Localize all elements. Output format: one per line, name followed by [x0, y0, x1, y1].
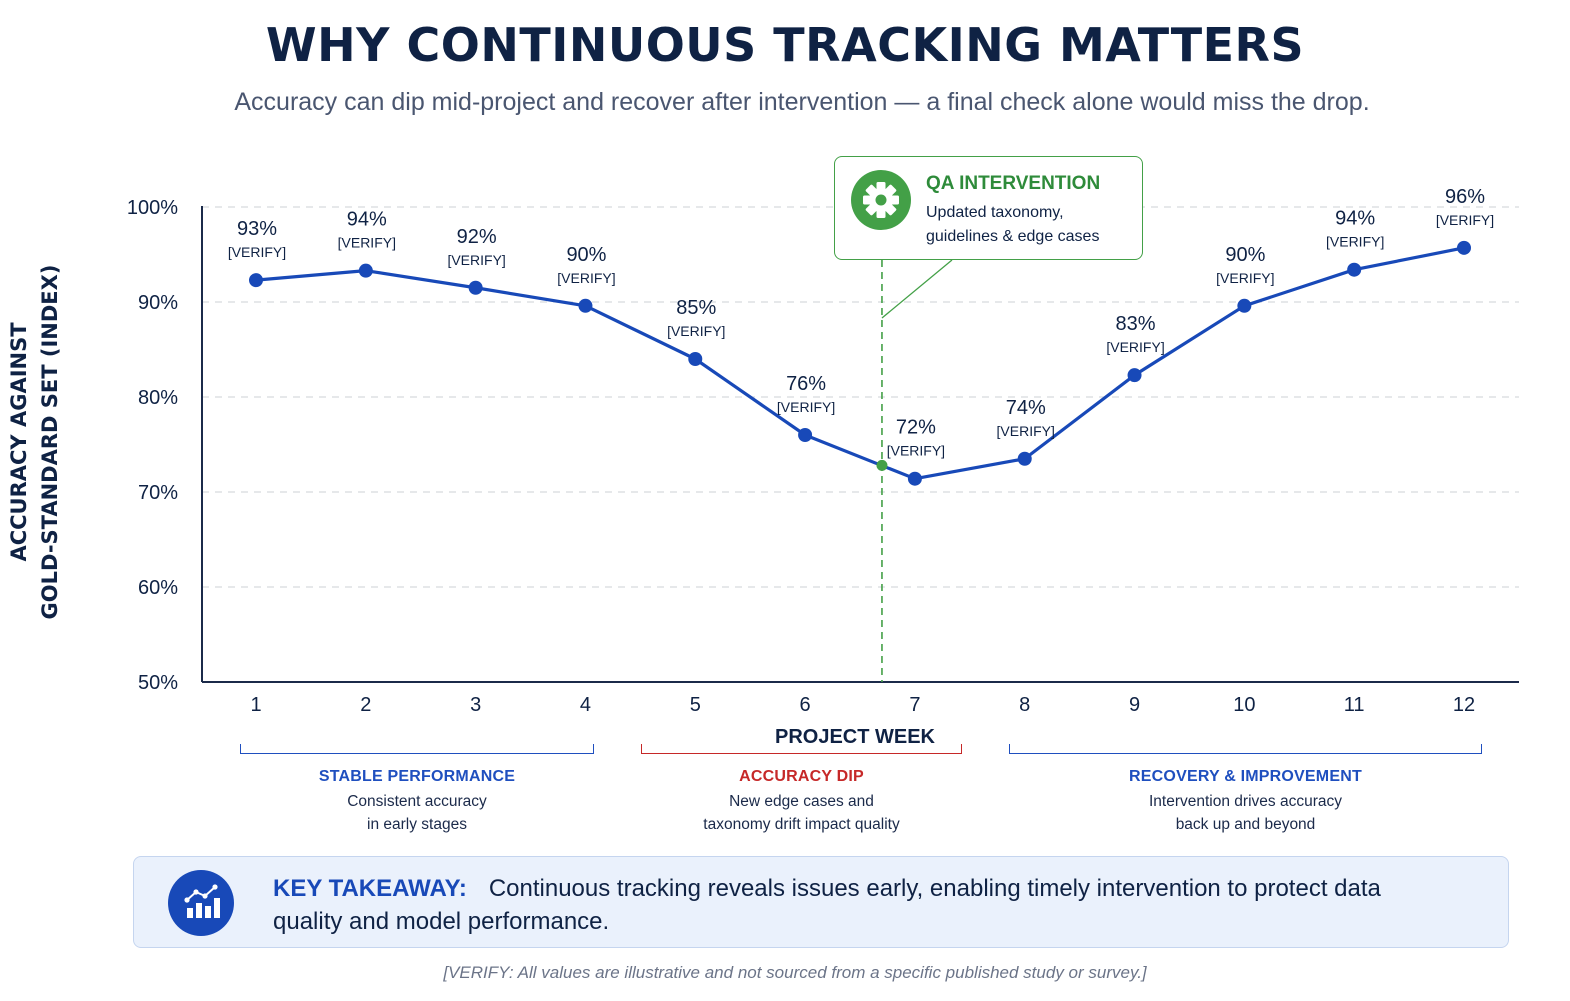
data-verify-label: [VERIFY]: [557, 270, 615, 286]
phase-recovery-title: RECOVERY & IMPROVEMENT: [1129, 768, 1362, 785]
data-label: 90%: [1225, 244, 1265, 266]
data-point: [1347, 262, 1362, 277]
data-point: [1017, 451, 1032, 466]
phase-recovery-line-2: back up and beyond: [1175, 816, 1316, 833]
x-tick-label: 1: [250, 694, 261, 716]
phase-dip-line-2: taxonomy drift impact quality: [703, 816, 900, 833]
data-label: 72%: [896, 417, 936, 439]
phase-recovery-description: Intervention drives accuracy back up and…: [1009, 790, 1482, 836]
data-label: 76%: [786, 373, 826, 395]
x-axis-title: PROJECT WEEK: [775, 726, 936, 748]
data-label: 94%: [1335, 208, 1375, 230]
phase-recovery: RECOVERY & IMPROVEMENT Intervention driv…: [1009, 744, 1482, 836]
data-label: 90%: [566, 244, 606, 266]
data-point: [798, 428, 813, 442]
data-verify-label: [VERIFY]: [1106, 339, 1164, 355]
page-subtitle: Accuracy can dip mid-project and recover…: [234, 88, 1370, 116]
takeaway-label: KEY TAKEAWAY:: [273, 875, 467, 902]
data-label: 94%: [347, 209, 387, 231]
phase-recovery-bracket: [1009, 744, 1482, 754]
data-label: 83%: [1116, 313, 1156, 335]
x-tick-label: 6: [800, 694, 811, 716]
data-point: [907, 471, 922, 486]
intervention-point: [876, 459, 888, 471]
data-verify-label: [VERIFY]: [338, 235, 396, 251]
data-label: 74%: [1006, 397, 1046, 419]
data-point: [1457, 240, 1471, 255]
data-verify-label: [VERIFY]: [777, 399, 835, 415]
phase-stable-bracket: [240, 744, 594, 754]
callout-line-2: guidelines & edge cases: [926, 228, 1100, 245]
x-tick-label: 7: [909, 694, 920, 716]
takeaway-body: Continuous tracking reveals issues early…: [273, 875, 1381, 935]
y-tick-label: 100%: [127, 197, 178, 219]
phase-dip-description: New edge cases and taxonomy drift impact…: [641, 790, 962, 836]
y-tick-label: 70%: [138, 482, 178, 504]
x-tick-label: 3: [470, 694, 481, 716]
phase-dip-bracket: [641, 744, 962, 754]
x-tick-label: 2: [360, 694, 371, 716]
accuracy-line-chart: 50%60%70%80%90%100%1 2 3 4 5 6 7 8 9 10 11 12PROJEC…: [127, 186, 1519, 748]
data-label: 92%: [457, 226, 497, 248]
x-tick-label: 8: [1019, 694, 1030, 716]
y-tick-label: 60%: [138, 577, 178, 599]
data-label: 85%: [676, 297, 716, 319]
data-verify-label: [VERIFY]: [887, 443, 945, 459]
accuracy-series-line: [255, 246, 1465, 481]
callout-title: QA INTERVENTION: [926, 173, 1101, 194]
data-verify-label: [VERIFY]: [228, 244, 286, 260]
data-label: 96%: [1445, 186, 1485, 208]
x-tick-label: 11: [1344, 694, 1365, 716]
data-point: [358, 263, 373, 278]
page-title: WHY CONTINUOUS TRACKING MATTERS: [265, 18, 1305, 72]
callout-line-1: Updated taxonomy,: [926, 204, 1064, 221]
phase-stable-description: Consistent accuracy in early stages: [240, 790, 594, 836]
data-verify-label: [VERIFY]: [1326, 234, 1384, 250]
phase-dip-title: ACCURACY DIP: [739, 768, 864, 785]
phase-dip: ACCURACY DIP New edge cases and taxonomy…: [641, 744, 962, 836]
x-tick-label: 10: [1233, 694, 1255, 716]
data-verify-label: [VERIFY]: [1216, 270, 1274, 286]
phase-stable-line-1: Consistent accuracy: [347, 793, 487, 810]
data-point: [1127, 368, 1142, 383]
y-tick-label: 90%: [138, 292, 178, 314]
phase-stable-title: STABLE PERFORMANCE: [318, 768, 516, 785]
callout-description: Updated taxonomy, guidelines & edge case…: [926, 201, 1099, 249]
bar-chart-icon: [168, 870, 234, 936]
data-label: 93%: [237, 218, 277, 240]
data-point: [468, 280, 483, 295]
phase-stable: STABLE PERFORMANCE Consistent accuracy i…: [240, 744, 594, 836]
verify-footnote: [VERIFY: All values are illustrative and…: [443, 963, 1147, 982]
gear-icon: [851, 170, 911, 230]
data-verify-label: [VERIFY]: [997, 423, 1055, 439]
qa-intervention-callout: QA INTERVENTION Updated taxonomy, guidel…: [834, 156, 1143, 260]
y-tick-label: 80%: [138, 387, 178, 409]
x-tick-label: 5: [690, 694, 701, 716]
phase-stable-line-2: in early stages: [367, 816, 467, 833]
callout-leader: [881, 259, 953, 319]
x-tick-label: 12: [1453, 694, 1475, 716]
key-takeaway-panel: KEY TAKEAWAY: Continuous tracking reveals…: [133, 856, 1509, 948]
y-tick-label: 50%: [138, 672, 178, 694]
takeaway-text: KEY TAKEAWAY: Continuous tracking reveals…: [273, 872, 1393, 938]
data-point: [1237, 298, 1252, 313]
phase-dip-line-1: New edge cases and: [729, 793, 874, 810]
data-verify-label: [VERIFY]: [1436, 212, 1494, 228]
data-verify-label: [VERIFY]: [667, 323, 725, 339]
phase-recovery-line-1: Intervention drives accuracy: [1149, 793, 1342, 810]
x-tick-label: 9: [1129, 694, 1140, 716]
data-verify-label: [VERIFY]: [447, 252, 505, 268]
data-point: [249, 273, 263, 288]
x-tick-label: 4: [580, 694, 591, 716]
data-point: [578, 298, 593, 313]
data-point: [688, 352, 703, 366]
